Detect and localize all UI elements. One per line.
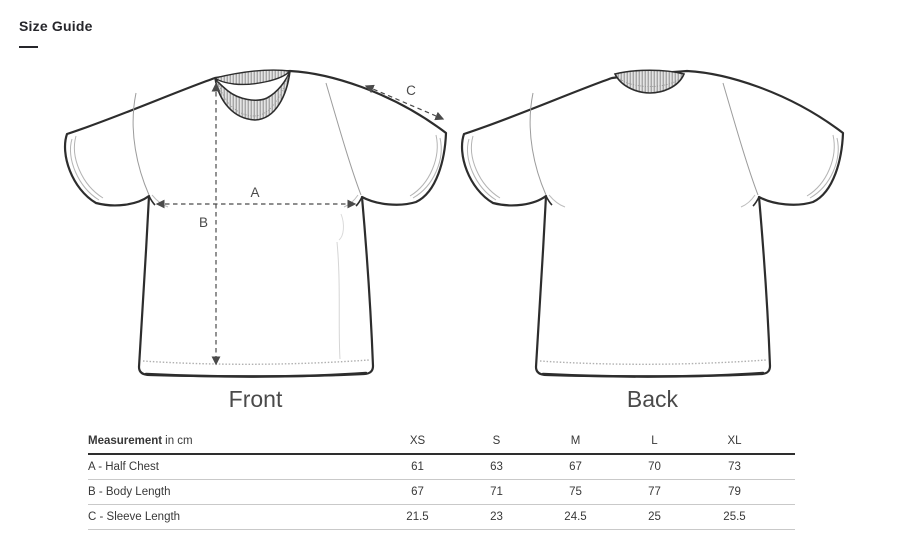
table-header-row: Measurement in cm XS S M L XL: [88, 429, 795, 454]
measurement-cell: 75: [569, 486, 582, 498]
front-measurement-annotations: A B C: [155, 82, 445, 366]
column-header-xs: XS: [409, 435, 426, 447]
back-shirt-diagram: [460, 69, 845, 378]
spacer-cell: [775, 480, 795, 505]
spacer-cell: [775, 429, 795, 454]
back-collar-band: [613, 69, 686, 94]
column-header-l: L: [651, 435, 658, 447]
measurement-cell: 67: [569, 461, 582, 473]
measurement-label-b: B: [199, 215, 208, 230]
measurement-cell: 25.5: [723, 511, 746, 523]
front-shirt-diagram: A B C: [63, 69, 448, 378]
measurement-header-unit: in cm: [165, 435, 193, 447]
column-header-s: S: [492, 435, 501, 447]
front-collar: [213, 69, 292, 121]
back-shirt-outline: [460, 69, 845, 378]
measurement-header-label: Measurement: [88, 435, 163, 447]
row-label: C - Sleeve Length: [88, 511, 181, 523]
spacer-cell: [775, 505, 795, 530]
measurement-cell: 70: [648, 461, 661, 473]
measurement-line-c: [364, 84, 445, 121]
size-table-wrap: Measurement in cm XS S M L XL A - Half Ch…: [88, 429, 795, 530]
front-collar-band: [214, 70, 291, 121]
page-title: Size Guide: [19, 18, 93, 34]
measurement-cell: 23: [490, 511, 503, 523]
column-header-xl: XL: [727, 435, 742, 447]
front-collar-back-band: [213, 69, 292, 86]
back-shirt-details: [467, 82, 839, 378]
measurement-header-cell: Measurement in cm: [88, 429, 378, 454]
table-row-sleeve-length: C - Sleeve Length 21.5 23 24.5 25 25.5: [88, 505, 795, 530]
measurement-cell: 67: [411, 486, 424, 498]
measurement-label-c: C: [406, 83, 416, 98]
column-header-m: M: [570, 435, 581, 447]
measurement-cell: 21.5: [406, 511, 429, 523]
measurement-cell: 24.5: [564, 511, 587, 523]
row-label: A - Half Chest: [88, 461, 159, 473]
measurement-cell: 63: [490, 461, 503, 473]
table-row-body-length: B - Body Length 67 71 75 77 79: [88, 480, 795, 505]
front-caption: Front: [228, 386, 283, 412]
back-caption: Back: [626, 386, 679, 412]
measurement-cell: 77: [648, 486, 661, 498]
measurement-cell: 73: [728, 461, 741, 473]
back-collar: [613, 69, 686, 94]
row-label: B - Body Length: [88, 486, 171, 498]
spacer-cell: [775, 454, 795, 480]
measurement-cell: 71: [490, 486, 503, 498]
title-underline: [19, 46, 38, 48]
measurement-cell: 61: [411, 461, 424, 473]
measurement-label-a: A: [250, 185, 259, 200]
measurement-cell: 25: [648, 511, 661, 523]
size-table: Measurement in cm XS S M L XL A - Half Ch…: [88, 429, 795, 530]
measurement-cell: 79: [728, 486, 741, 498]
table-row-half-chest: A - Half Chest 61 63 67 70 73: [88, 454, 795, 480]
